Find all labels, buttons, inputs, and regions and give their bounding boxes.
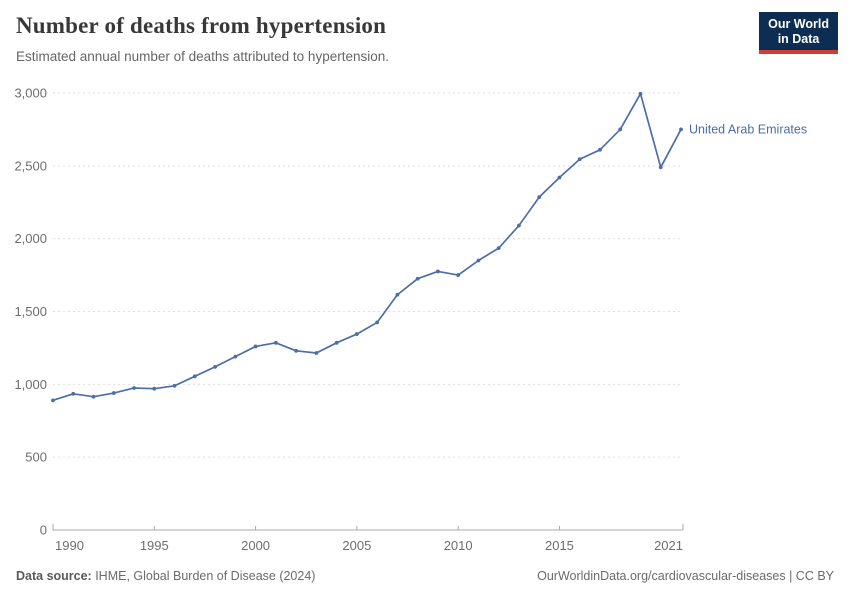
footer-link[interactable]: OurWorldinData.org/cardiovascular-diseas… <box>537 569 834 583</box>
data-point-2005[interactable] <box>354 332 359 336</box>
data-point-2017[interactable] <box>598 147 602 152</box>
data-point-1990[interactable] <box>51 398 55 403</box>
data-point-2003[interactable] <box>314 351 319 355</box>
owid-logo-line1: Our World <box>768 17 829 31</box>
data-point-2011[interactable] <box>476 258 481 263</box>
data-point-2010[interactable] <box>456 273 461 277</box>
x-tick-label-2015: 2015 <box>545 538 574 553</box>
data-point-1999[interactable] <box>233 354 238 359</box>
data-point-1991[interactable] <box>71 391 76 396</box>
data-point-1998[interactable] <box>213 364 217 369</box>
data-point-2006[interactable] <box>375 320 380 325</box>
data-point-2008[interactable] <box>415 276 420 281</box>
y-tick-label-2000: 2,000 <box>14 231 47 246</box>
y-tick-label-1500: 1,500 <box>14 304 47 319</box>
x-tick-label-2000: 2000 <box>241 538 270 553</box>
data-point-2014[interactable] <box>537 195 542 200</box>
data-point-1993[interactable] <box>111 391 116 395</box>
data-point-2020[interactable] <box>658 165 663 170</box>
x-tick-label-2010: 2010 <box>444 538 473 553</box>
data-point-2021[interactable] <box>679 127 683 132</box>
data-point-2009[interactable] <box>436 269 440 274</box>
data-point-1997[interactable] <box>192 374 197 379</box>
y-tick-label-3000: 3,000 <box>14 86 47 101</box>
x-tick-label-1990: 1990 <box>55 538 84 553</box>
data-point-2007[interactable] <box>395 292 400 297</box>
data-point-2001[interactable] <box>273 340 278 345</box>
data-point-2019[interactable] <box>638 91 643 96</box>
owid-logo[interactable]: Our World in Data <box>759 12 838 54</box>
chart-subtitle: Estimated annual number of deaths attrib… <box>16 49 389 64</box>
data-point-2013[interactable] <box>517 223 521 228</box>
data-source-label: Data source: <box>16 569 92 583</box>
data-point-1992[interactable] <box>91 394 96 399</box>
y-tick-label-500: 500 <box>25 450 47 465</box>
data-point-2018[interactable] <box>618 127 623 132</box>
data-point-2012[interactable] <box>496 246 501 251</box>
y-tick-label-2500: 2,500 <box>14 158 47 173</box>
data-point-2002[interactable] <box>294 348 298 353</box>
data-point-1995[interactable] <box>152 386 157 391</box>
x-tick-label-2005: 2005 <box>342 538 371 553</box>
x-tick-label-2021: 2021 <box>654 538 683 553</box>
x-tick-label-1995: 1995 <box>140 538 169 553</box>
data-point-1994[interactable] <box>132 386 136 390</box>
series-label[interactable]: United Arab Emirates <box>689 122 807 136</box>
data-point-2016[interactable] <box>577 157 582 162</box>
data-line[interactable] <box>52 92 682 402</box>
data-point-2004[interactable] <box>334 340 339 345</box>
data-point-1996[interactable] <box>172 383 177 388</box>
data-point-2000[interactable] <box>253 344 258 349</box>
data-source-value: IHME, Global Burden of Disease (2024) <box>91 569 316 583</box>
owid-logo-line2: in Data <box>777 32 820 46</box>
y-tick-label-1000: 1,000 <box>14 377 47 392</box>
page-title: Number of deaths from hypertension <box>16 13 387 38</box>
y-tick-label-0: 0 <box>40 523 47 538</box>
data-point-2015[interactable] <box>557 175 562 180</box>
data-source: Data source: IHME, Global Burden of Dise… <box>16 569 315 583</box>
